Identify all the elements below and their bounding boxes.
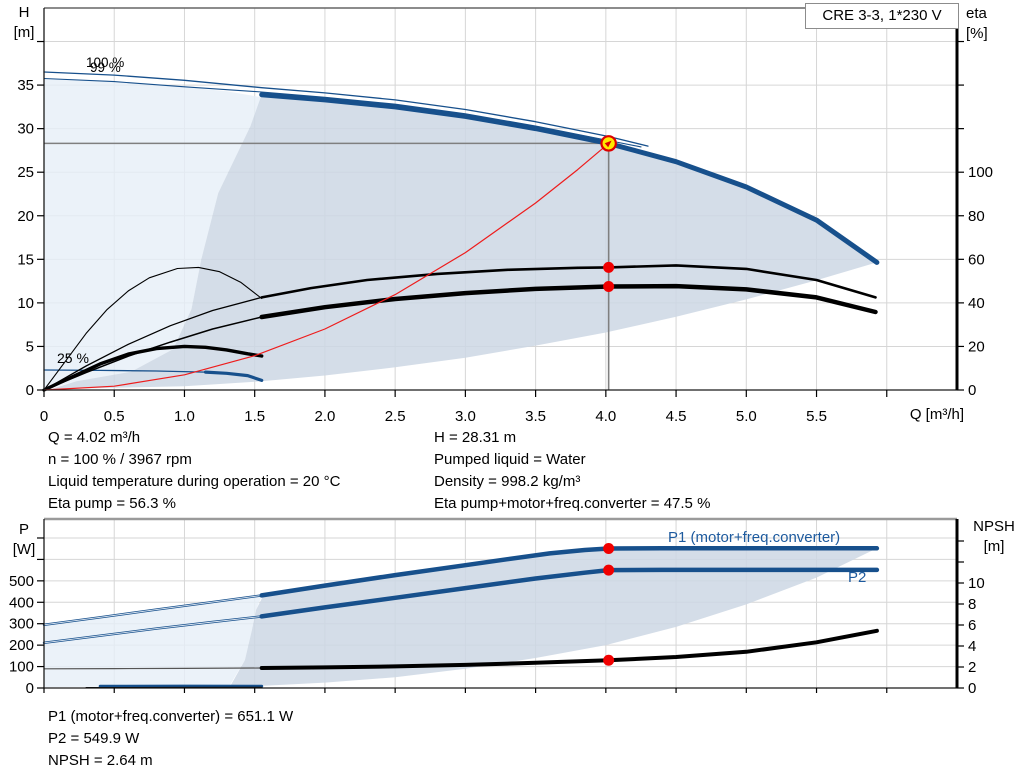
- eta-pump-25pct-curve: [43, 266, 263, 391]
- tick-label-left: 30: [17, 121, 34, 138]
- tick-label-x: 5.0: [736, 408, 757, 425]
- npsh-axis-name: NPSH: [973, 518, 1015, 535]
- tick-label-left: 10: [17, 295, 34, 312]
- p2-dot: [603, 564, 615, 576]
- pump-title-box: CRE 3-3, 1*230 V: [805, 3, 959, 29]
- tick-label-right: 0: [968, 680, 976, 697]
- npsh-dot: [603, 654, 615, 666]
- tick-label-right: 20: [968, 338, 985, 355]
- results-block: P1 (motor+freq.converter) = 651.1 W P2 =…: [48, 706, 293, 772]
- eta-pump-range-curve: [260, 264, 877, 299]
- duty-arrow-icon: [604, 140, 612, 148]
- envelope-dark-area: [51, 94, 877, 390]
- tick-label-left: 35: [17, 77, 34, 94]
- power-envelope-dark-area: [229, 548, 877, 688]
- result-p1: P1 (motor+freq.converter) = 651.1 W: [48, 708, 294, 725]
- tick-label-left: 400: [9, 594, 34, 611]
- p1-curve-label: P1 (motor+freq.converter): [668, 529, 841, 546]
- tick-label-right: 100: [968, 164, 993, 181]
- tick-label-left: 15: [17, 251, 34, 268]
- tick-label-left: 0: [26, 382, 34, 399]
- h-curve-100pct-thin-curve: [43, 71, 649, 147]
- p1-range-curve: [259, 546, 880, 598]
- tick-label-right: 6: [968, 617, 976, 634]
- tick-label-x: 0.5: [104, 408, 125, 425]
- p-axis-name: P: [18, 521, 29, 538]
- q-axis-label: Q [m³/h]: [909, 406, 964, 423]
- npsh-thin-curve: [43, 667, 263, 670]
- result-p2: P2 = 549.9 W: [48, 730, 140, 747]
- tick-label-x: 2.5: [385, 408, 406, 425]
- tick-label-left: 20: [17, 208, 34, 225]
- eta-total-dot: [603, 281, 615, 293]
- h-curve-100pct-range-curve: [259, 92, 880, 265]
- p2-thin-curve-inner: [43, 615, 262, 644]
- tick-label-x: 4.5: [666, 408, 687, 425]
- h-curve-99pct-thin-curve: [43, 77, 642, 148]
- eta-pump-curve: [43, 296, 263, 391]
- h-curve-25pct-range-curve: [203, 370, 264, 382]
- tick-label-left: 300: [9, 616, 34, 633]
- tick-label-x: 1.5: [244, 408, 265, 425]
- tick-label-left: 200: [9, 637, 34, 654]
- system-curve-curve: [43, 142, 610, 391]
- tick-label-right: 2: [968, 659, 976, 676]
- info-speed: n = 100 % / 3967 rpm: [48, 451, 192, 468]
- tick-label-left: 0: [26, 680, 34, 697]
- info-density: Density = 998.2 kg/m³: [434, 473, 581, 490]
- tick-label-left: 100: [9, 659, 34, 676]
- duty-info-left: Q = 4.02 m³/h n = 100 % / 3967 rpm Liqui…: [48, 427, 340, 515]
- tick-label-x: 3.0: [455, 408, 476, 425]
- speed-label-99: 99 %: [90, 60, 121, 75]
- tick-label-x: 3.5: [525, 408, 546, 425]
- p2-range-curve: [259, 567, 880, 619]
- speed-label-100: 100 %: [86, 55, 125, 70]
- npsh-range-curve: [259, 628, 879, 670]
- eta-axis-unit: [%]: [966, 25, 988, 42]
- tick-label-right: 40: [968, 295, 985, 312]
- p-axis-unit: [W]: [12, 541, 36, 558]
- info-eta-total: Eta pump+motor+freq.converter = 47.5 %: [434, 495, 711, 512]
- duty-info-right: H = 28.31 m Pumped liquid = Water Densit…: [434, 427, 710, 515]
- h-axis-name: H: [18, 4, 30, 21]
- info-liquid: Pumped liquid = Water: [434, 451, 586, 468]
- eta-axis-name: eta: [966, 5, 987, 22]
- npsh-axis-unit: [m]: [983, 538, 1005, 555]
- eta-total-25pct-curve: [42, 344, 264, 392]
- tick-label-right: 8: [968, 596, 976, 613]
- p2-curve-label: P2: [848, 569, 867, 586]
- tick-label-x: 4.0: [595, 408, 616, 425]
- speed-label-25: 25 %: [57, 350, 89, 366]
- h-axis-unit: [m]: [13, 24, 35, 41]
- info-temperature: Liquid temperature during operation = 20…: [48, 473, 341, 490]
- tick-label-left: 500: [9, 573, 34, 590]
- tick-label-left: 25: [17, 164, 34, 181]
- info-eta-pump: Eta pump = 56.3 %: [48, 495, 176, 512]
- tick-label-x: 0: [40, 408, 48, 425]
- tick-label-right: 0: [968, 382, 976, 399]
- result-npsh: NPSH = 2.64 m: [48, 752, 153, 769]
- envelope-light-area: [44, 79, 262, 390]
- p1-dot: [603, 542, 615, 554]
- eta-total-curve: [43, 316, 263, 391]
- tick-label-x: 5.5: [806, 408, 827, 425]
- tick-label-right: 10: [968, 575, 985, 592]
- tick-label-right: 4: [968, 638, 976, 655]
- tick-label-left: 5: [26, 338, 34, 355]
- tick-label-x: 1.0: [174, 408, 195, 425]
- p1-thin-curve-inner: [43, 594, 262, 626]
- h-curve-25pct-thin-curve: [43, 369, 207, 373]
- tick-label-right: 60: [968, 251, 985, 268]
- eta-pump-dot: [603, 261, 615, 273]
- eta-total-range-curve: [259, 283, 878, 320]
- tick-label-right: 80: [968, 208, 985, 225]
- info-head: H = 28.31 m: [434, 429, 517, 446]
- tick-label-x: 2.0: [314, 408, 335, 425]
- info-flow: Q = 4.02 m³/h: [48, 429, 141, 446]
